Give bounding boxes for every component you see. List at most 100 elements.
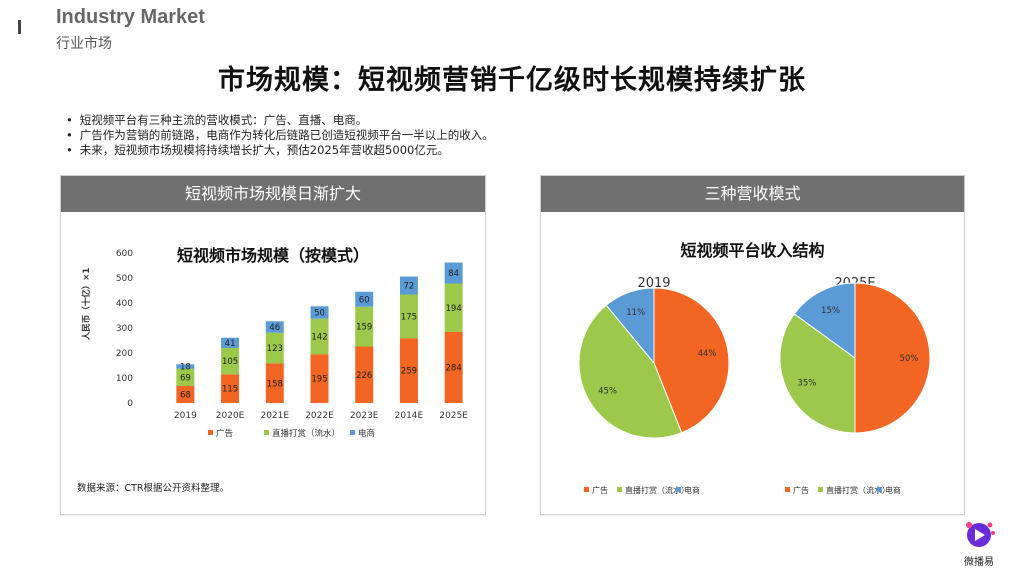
pie-percent-label: 50%: [900, 354, 919, 364]
brand-logo-text: 微播易: [964, 557, 994, 568]
y-tick-label: 200: [116, 349, 133, 359]
legend-label: 广告: [592, 485, 608, 495]
legend-label: 直播打赏（流水）: [625, 485, 689, 495]
bar-value-label: 69: [180, 373, 191, 383]
pie-percent-label: 45%: [598, 386, 617, 396]
legend-swatch: [584, 487, 589, 492]
bar-segment: [444, 332, 463, 403]
bar-value-label: 60: [359, 295, 370, 305]
bullet-item: 未来，短视频市场规模将持续增长扩大，预估2025年营收超5000亿元。: [66, 143, 494, 158]
legend-label: 广告: [793, 485, 809, 495]
legend-swatch: [264, 430, 269, 435]
legend-swatch: [676, 487, 681, 492]
x-tick-label: 2019: [174, 411, 197, 421]
bar-segment: [444, 262, 463, 284]
bar-segment: [221, 337, 240, 348]
bullet-item: 短视频平台有三种主流的营收模式：广告、直播、电商。: [66, 113, 494, 128]
bar-segment: [399, 276, 418, 295]
pie-slice: [793, 282, 856, 359]
bar-segment: [176, 368, 195, 386]
pie-chart-title: 短视频平台收入结构: [680, 241, 825, 260]
market-size-panel: 短视频市场规模日渐扩大 短视频市场规模（按模式） 0 100 200 300 400 50…: [60, 175, 486, 515]
bar-segment: [310, 318, 329, 355]
legend-swatch: [877, 487, 882, 492]
bullet-list: 短视频平台有三种主流的营收模式：广告、直播、电商。 广告作为营销的前链路，电商作…: [66, 113, 494, 158]
bullet-item: 广告作为营销的前链路，电商作为转化后链路已创造短视频平台一半以上的收入。: [66, 128, 494, 143]
bar-segment: [221, 348, 240, 375]
revenue-model-panel-header: 三种营收模式: [541, 176, 964, 212]
bar-value-label: 142: [311, 333, 327, 343]
bar-value-label: 115: [222, 385, 238, 395]
y-tick-label: 400: [116, 299, 133, 309]
revenue-model-panel: 三种营收模式 短视频平台收入结构 2019 44% 45% 11% 广告 直播打赏（流水）…: [540, 175, 965, 515]
bar-segment: [265, 332, 284, 364]
bar-value-label: 50: [314, 309, 325, 319]
bar-value-label: 158: [267, 379, 283, 389]
legend-swatch: [617, 487, 622, 492]
pie-percent-label: 15%: [821, 306, 840, 316]
y-axis-label: 人民币（十亿）×1: [81, 268, 92, 341]
pie-slice: [578, 304, 683, 439]
legend-label: 广告: [216, 428, 233, 439]
bar-value-label: 159: [356, 323, 372, 333]
bar-value-label: 84: [448, 269, 459, 279]
x-tick-label: 2022E: [305, 411, 334, 421]
pie-percent-label: 35%: [797, 379, 816, 389]
pie-percent-label: 44%: [698, 349, 717, 359]
bar-value-label: 175: [401, 312, 417, 322]
bar-value-label: 194: [446, 304, 462, 314]
bar-chart-title: 短视频市场规模（按模式）: [176, 246, 369, 265]
bar-value-label: 226: [356, 371, 372, 381]
bar-value-label: 259: [401, 367, 417, 377]
data-source-note: 数据来源：CTR根据公开资料整理。: [77, 483, 230, 494]
y-tick-label: 600: [116, 249, 133, 259]
bar-value-label: 18: [180, 363, 191, 373]
y-tick-label: 300: [116, 324, 133, 334]
bar-value-label: 41: [225, 339, 236, 349]
x-tick-label: 2023E: [350, 411, 379, 421]
header-chinese: 行业市场: [56, 36, 112, 52]
brand-logo: 微播易: [957, 519, 1001, 571]
pie-slice: [779, 313, 856, 434]
bar-segment: [444, 283, 463, 332]
bar-segment: [310, 306, 329, 319]
bar-value-label: 105: [222, 357, 238, 367]
market-size-panel-header: 短视频市场规模日渐扩大: [61, 176, 485, 212]
legend-label: 电商: [885, 485, 901, 495]
bar-value-label: 123: [267, 344, 283, 354]
bar-segment: [355, 346, 374, 403]
pie-slice: [605, 287, 655, 365]
page-title: 市场规模：短视频营销千亿级时长规模持续扩张: [218, 65, 806, 96]
legend-label: 直播打赏（流水）: [272, 428, 340, 439]
legend-swatch: [785, 487, 790, 492]
bar-segment: [310, 354, 329, 403]
pie-slice: [854, 282, 931, 434]
pie-year-label: 2019: [637, 276, 670, 291]
legend-label: 直播打赏（流水）: [826, 485, 890, 495]
pie-charts: 201944%45%11%广告直播打赏（流水）电商2025E50%35%15%广…: [578, 276, 931, 495]
play-logo-icon: [966, 522, 995, 547]
header-english: Industry Market: [56, 6, 205, 28]
pie-slice: [653, 287, 730, 434]
y-tick-label: 500: [116, 274, 133, 284]
header-accent-bar: [18, 20, 21, 34]
bar-segment: [176, 386, 195, 403]
bar-segment: [265, 321, 284, 333]
bar-segment: [399, 294, 418, 339]
x-tick-label: 2025E: [439, 411, 468, 421]
y-tick-label: 100: [116, 374, 133, 384]
bar-value-label: 72: [404, 282, 415, 292]
bar-segment: [265, 363, 284, 403]
bar-segment: [176, 364, 195, 369]
y-tick-label: 0: [127, 399, 133, 409]
bar-segment: [399, 338, 418, 403]
bar-value-label: 46: [269, 323, 280, 333]
legend-label: 电商: [358, 428, 375, 439]
bar-segment: [355, 306, 374, 347]
legend-label: 电商: [684, 485, 700, 495]
legend-swatch: [208, 430, 213, 435]
x-tick-label: 2014E: [395, 411, 424, 421]
pie-percent-label: 11%: [626, 308, 645, 318]
legend-swatch: [818, 487, 823, 492]
